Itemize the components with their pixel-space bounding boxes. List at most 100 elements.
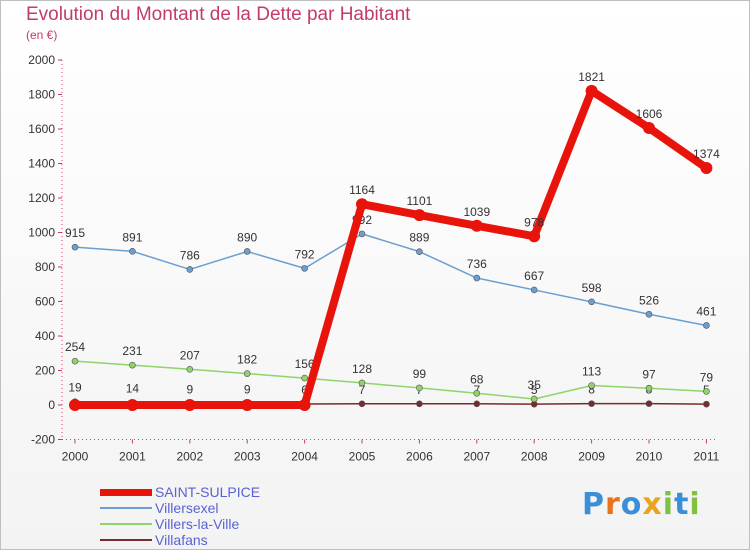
data-point-villersexel (186, 266, 194, 273)
legend-label: SAINT-SULPICE (155, 484, 261, 500)
data-label-villersexel: 786 (180, 248, 200, 262)
data-label-saint-sulpice: 978 (524, 215, 544, 229)
data-point-saint-sulpice (585, 84, 598, 97)
data-point-saint-sulpice (356, 198, 368, 211)
data-label-villers-la-ville: 68 (470, 372, 484, 386)
data-point-saint-sulpice (528, 230, 541, 243)
data-point-saint-sulpice (298, 399, 311, 411)
x-tick-label: 2003 (234, 450, 261, 464)
data-label-villers-la-ville: 156 (295, 357, 315, 371)
legend-item: Villersexel (100, 500, 400, 516)
data-point-villersexel (358, 230, 366, 238)
legend-item: SAINT-SULPICE (100, 484, 400, 500)
data-point-villers-la-ville (416, 384, 423, 392)
data-point-saint-sulpice (700, 161, 713, 174)
data-point-villers-la-ville (129, 361, 136, 369)
data-label-villafans: 8 (588, 383, 595, 397)
data-label-villers-la-ville: 128 (352, 362, 372, 376)
legend-label: Villersexel (155, 500, 219, 516)
data-label-saint-sulpice: 1606 (636, 107, 663, 121)
x-tick-label: 2002 (176, 450, 203, 464)
x-tick-label: 2004 (291, 450, 318, 464)
data-point-villersexel (703, 322, 710, 329)
data-point-saint-sulpice (69, 399, 81, 411)
data-point-villers-la-ville (703, 388, 710, 395)
data-label-villersexel: 889 (409, 231, 429, 245)
y-tick-label: -200 (31, 433, 55, 447)
data-label-villersexel: 461 (696, 304, 716, 318)
x-tick-label: 2001 (119, 450, 146, 464)
data-point-villersexel (301, 265, 308, 272)
series-line-villers-la-ville (74, 360, 708, 400)
y-tick-label: 1400 (28, 157, 55, 171)
y-tick-label: 200 (35, 364, 55, 378)
brand-letter: x (642, 487, 663, 522)
data-point-villersexel (473, 274, 481, 282)
data-label-villers-la-ville: 207 (180, 348, 200, 362)
data-label-villafans: 9 (244, 382, 251, 396)
legend-swatch (100, 523, 152, 525)
y-tick-label: 400 (35, 329, 55, 343)
data-point-villers-la-ville (588, 382, 595, 389)
x-tick-label: 2011 (693, 450, 719, 464)
data-label-saint-sulpice: 1039 (463, 205, 490, 219)
line-chart: -200 0 200 400 600 800 1000 1200 1400 1600 1800 200… (28, 53, 720, 464)
data-point-villers-la-ville (530, 395, 538, 403)
data-point-saint-sulpice (470, 219, 483, 232)
data-point-villers-la-ville (301, 374, 308, 382)
data-point-villersexel (588, 298, 595, 306)
y-tick-label: 1800 (28, 88, 55, 102)
data-point-saint-sulpice (413, 209, 426, 222)
data-label-saint-sulpice: 1821 (578, 70, 605, 84)
data-point-villers-la-ville (71, 357, 79, 365)
data-point-villersexel (71, 243, 79, 251)
data-point-villers-la-ville (473, 389, 481, 397)
data-label-villersexel: 915 (65, 226, 85, 240)
x-tick-label: 2010 (636, 450, 663, 464)
data-point-villers-la-ville (186, 365, 194, 373)
data-label-villersexel: 598 (582, 281, 602, 295)
data-point-villafans (473, 400, 481, 408)
brand-logo: Proxiti (582, 487, 701, 522)
brand-letter: t (674, 487, 690, 522)
data-label-villersexel: 792 (295, 247, 315, 261)
y-tick-label: 800 (35, 260, 55, 274)
data-label-villers-la-ville: 99 (413, 367, 427, 381)
legend-swatch (100, 488, 152, 496)
data-point-villers-la-ville (645, 384, 653, 392)
data-label-villers-la-ville: 79 (700, 370, 714, 384)
x-tick-label: 2000 (62, 450, 89, 464)
brand-letter: i (689, 487, 701, 522)
data-point-villersexel (243, 248, 251, 255)
x-tick-label: 2006 (406, 450, 433, 464)
x-tick-label: 2007 (463, 450, 490, 464)
legend-label: Villafans (155, 532, 208, 548)
data-point-villafans (645, 400, 653, 407)
legend: SAINT-SULPICE Villersexel Villers-la-Ville… (100, 484, 400, 548)
data-label-villafans: 19 (68, 381, 82, 395)
data-point-villersexel (645, 310, 653, 318)
y-tick-label: 600 (35, 295, 55, 309)
y-tick-label: 0 (48, 398, 55, 412)
brand-letter: o (620, 487, 643, 522)
y-tick-label: 1000 (28, 226, 55, 240)
data-label-villers-la-ville: 113 (582, 365, 601, 379)
x-tick-label: 2009 (578, 450, 605, 464)
x-tick-label: 2008 (521, 450, 548, 464)
data-label-villafans: 7 (359, 383, 366, 397)
data-label-villafans: 5 (531, 383, 538, 397)
series-line-saint-sulpice (71, 86, 711, 409)
y-tick-label: 2000 (28, 53, 55, 67)
data-point-saint-sulpice (241, 399, 254, 411)
data-point-villafans (588, 400, 595, 407)
brand-letter: i (662, 487, 675, 522)
data-label-villersexel: 891 (122, 230, 142, 244)
chart-title: Evolution du Montant de la Dette par Hab… (26, 4, 411, 25)
y-tick-label: 1600 (28, 122, 55, 136)
data-label-villafans: 9 (186, 382, 193, 396)
data-label-villers-la-ville: 182 (237, 353, 257, 367)
legend-item: Villafans (100, 532, 400, 548)
legend-item: Villers-la-Ville (100, 516, 400, 532)
chart-subtitle: (en €) (26, 28, 58, 42)
